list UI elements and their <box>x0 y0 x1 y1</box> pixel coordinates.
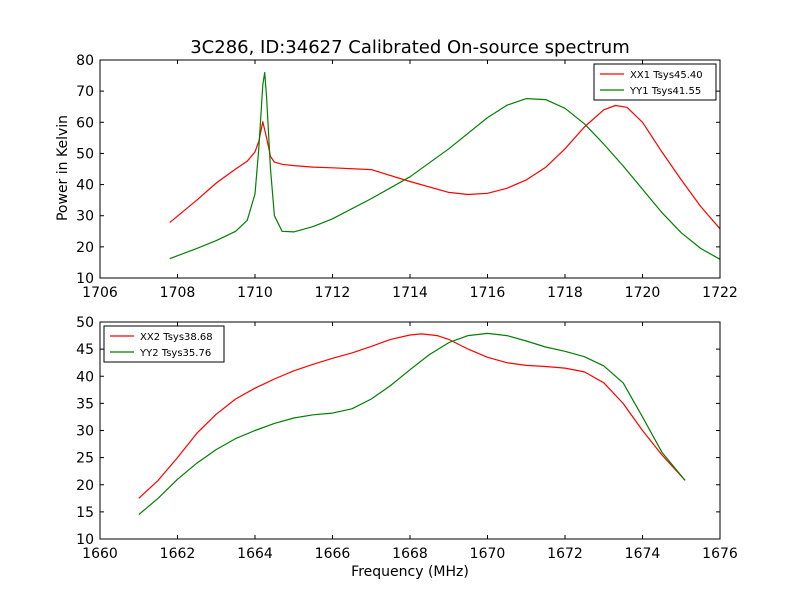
x-tick-label: 1668 <box>392 546 428 562</box>
y-tick-label: 40 <box>76 178 94 194</box>
legend-box <box>103 325 225 363</box>
x-tick-label: 1710 <box>237 285 273 301</box>
y-tick-label: 50 <box>76 315 94 331</box>
y-tick-label: 30 <box>76 209 94 225</box>
legend-label: YY1 Tsys41.55 <box>629 86 701 97</box>
legend-label: YY2 Tsys35.76 <box>139 348 211 359</box>
x-tick-label: 1722 <box>702 285 738 301</box>
x-tick-label: 1670 <box>470 546 506 562</box>
x-tick-label: 1674 <box>625 546 661 562</box>
legend-label: XX1 Tsys45.40 <box>630 70 703 81</box>
x-tick-label: 1708 <box>160 285 196 301</box>
x-tick-label: 1706 <box>82 285 118 301</box>
legend-2: XX2 Tsys38.68 YY2 Tsys35.76 <box>103 325 225 363</box>
y-tick-label: 20 <box>76 240 94 256</box>
series-line-yy1 <box>169 71 721 260</box>
y-tick-label: 45 <box>76 342 94 358</box>
x-tick-label: 1664 <box>237 546 273 562</box>
series-line-xx2 <box>138 333 686 499</box>
x-tick-label: 1720 <box>625 285 661 301</box>
x-tick-label: 1660 <box>82 546 118 562</box>
x-tick-label: 1676 <box>702 546 738 562</box>
y-tick-label: 20 <box>76 478 94 494</box>
x-tick-label: 1714 <box>392 285 428 301</box>
y-tick-label: 80 <box>76 53 94 69</box>
y-tick-label: 10 <box>76 271 94 287</box>
legend-1: XX1 Tsys45.40 YY1 Tsys41.55 <box>593 63 717 101</box>
x-axis-label: Frequency (MHz) <box>351 564 469 580</box>
y-tick-label: 70 <box>76 84 94 100</box>
legend-box <box>593 63 717 101</box>
x-tick-label: 1712 <box>315 285 351 301</box>
x-tick-label: 1718 <box>547 285 583 301</box>
x-tick-label: 1716 <box>470 285 506 301</box>
y-tick-label: 30 <box>76 424 94 440</box>
chart-title: 3C286, ID:34627 Calibrated On-source spe… <box>190 37 630 58</box>
y-axis-label: Power in Kelvin <box>55 115 71 221</box>
series-line-xx1 <box>169 104 721 230</box>
x-tick-label: 1672 <box>547 546 583 562</box>
x-tick-label: 1662 <box>160 546 196 562</box>
legend-label: XX2 Tsys38.68 <box>140 332 213 343</box>
plot-panel-1: 1706 1708 1710 1712 1714 1716 1718 1720 1722 10 20… <box>76 53 738 301</box>
y-tick-label: 60 <box>76 115 94 131</box>
y-tick-label: 15 <box>76 505 94 521</box>
y-tick-label: 35 <box>76 396 94 412</box>
y-tick-label: 50 <box>76 146 94 162</box>
y-tick-label: 40 <box>76 369 94 385</box>
x-tick-label: 1666 <box>315 546 351 562</box>
y-tick-label: 25 <box>76 451 94 467</box>
y-tick-label: 10 <box>76 532 94 548</box>
series-line-yy2 <box>138 332 686 516</box>
plot-panel-2: 1660 1662 1664 1666 1668 1670 1672 1674 1676 10 15… <box>76 315 738 562</box>
